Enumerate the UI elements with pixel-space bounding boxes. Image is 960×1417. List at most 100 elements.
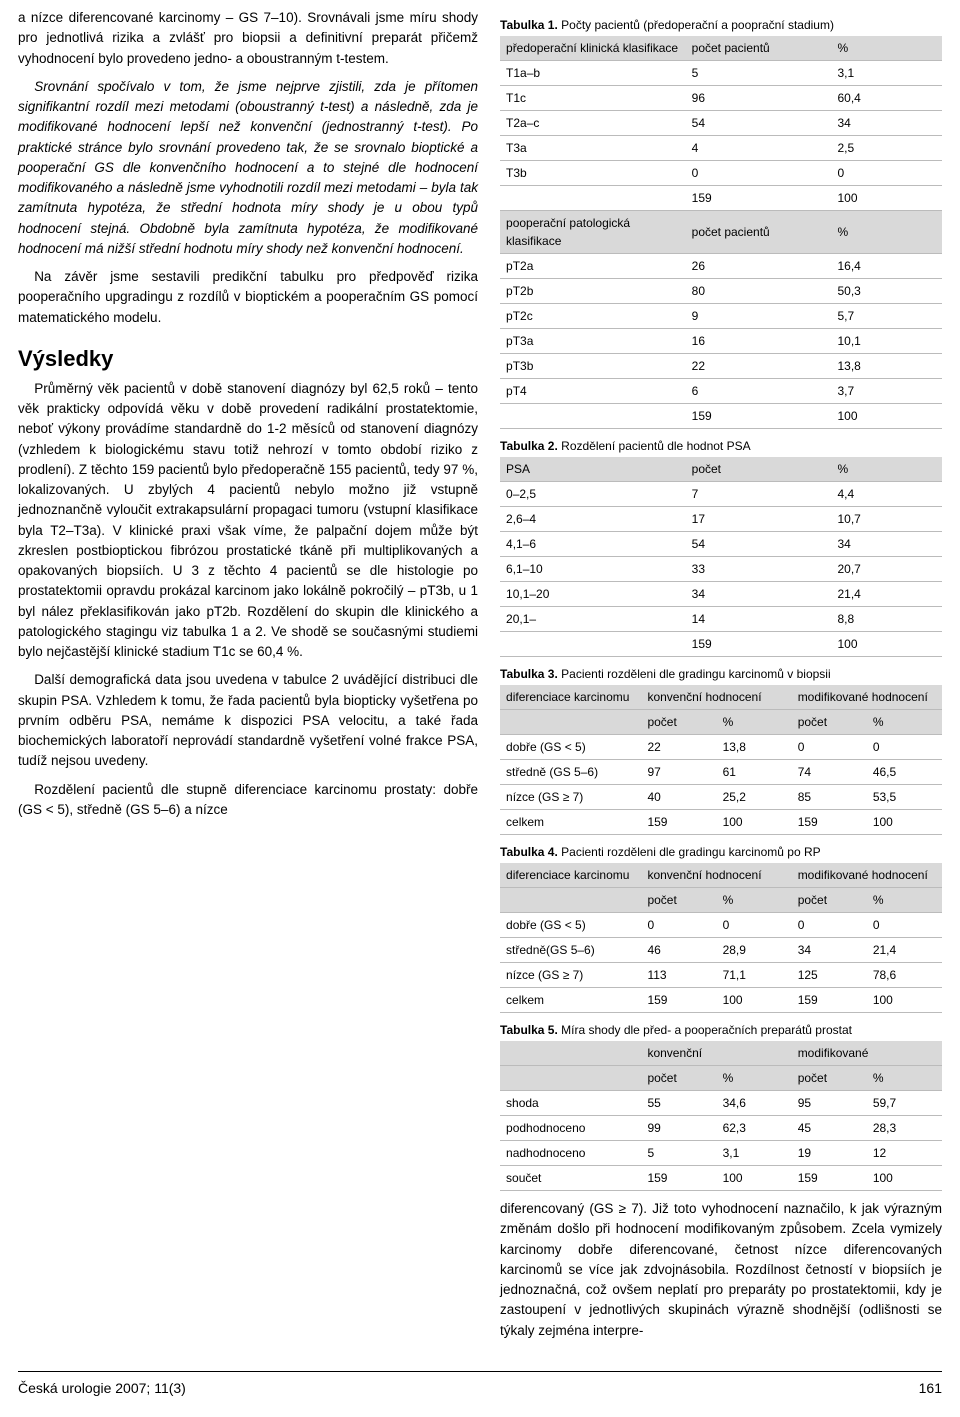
cell: 2,5: [831, 136, 942, 161]
cell: 45: [792, 1116, 867, 1141]
table4: diferenciace karcinomu konvenční hodnoce…: [500, 863, 942, 1013]
cell: 100: [717, 988, 792, 1013]
table4-caption-num: Tabulka 4.: [500, 845, 558, 859]
cell: 100: [831, 632, 942, 657]
cell: 159: [792, 988, 867, 1013]
cell: 10,1: [831, 329, 942, 354]
cell: 99: [641, 1116, 716, 1141]
cell: počet: [792, 710, 867, 735]
t1-h2a: pooperační patologická klasifikace: [500, 211, 686, 254]
table-row: T3a42,5: [500, 136, 942, 161]
cell: 0: [717, 913, 792, 938]
cell: 3,7: [831, 379, 942, 404]
table-row: počet % počet %: [500, 1066, 942, 1091]
cell: 159: [641, 988, 716, 1013]
cell: 0: [792, 735, 867, 760]
cell: 54: [686, 532, 832, 557]
cell: 4: [686, 136, 832, 161]
cell: 40: [641, 785, 716, 810]
table1-caption: Tabulka 1. Počty pacientů (předoperační …: [500, 16, 942, 34]
cell: 95: [792, 1091, 867, 1116]
cell: 100: [717, 810, 792, 835]
table-row: 2,6–41710,7: [500, 507, 942, 532]
cell: 50,3: [831, 279, 942, 304]
cell: 34,6: [717, 1091, 792, 1116]
t1-h2b: počet pacientů: [686, 211, 832, 254]
cell: dobře (GS < 5): [500, 913, 641, 938]
cell: 13,8: [831, 354, 942, 379]
cell: 96: [686, 86, 832, 111]
table-row: nízce (GS ≥ 7)4025,28553,5: [500, 785, 942, 810]
table-row: 10,1–203421,4: [500, 582, 942, 607]
table3: diferenciace karcinomu konvenční hodnoce…: [500, 685, 942, 835]
table-row: dobře (GS < 5)2213,800: [500, 735, 942, 760]
table5-caption-num: Tabulka 5.: [500, 1023, 558, 1037]
cell: 10,7: [831, 507, 942, 532]
cell: počet: [641, 1066, 716, 1091]
para-4: Průměrný věk pacientů v době stanovení d…: [18, 379, 478, 663]
cell: 159: [641, 1166, 716, 1191]
t1-h2c: %: [831, 211, 942, 254]
cell: 46: [641, 938, 716, 963]
table-row: počet % počet %: [500, 710, 942, 735]
cell: 12: [867, 1141, 942, 1166]
cell: 4,1–6: [500, 532, 686, 557]
table1-caption-num: Tabulka 1.: [500, 18, 558, 32]
cell: 8,8: [831, 607, 942, 632]
cell: 33: [686, 557, 832, 582]
table-row: pT2a2616,4: [500, 254, 942, 279]
para-5: Další demografická data jsou uvedena v t…: [18, 670, 478, 771]
cell: 85: [792, 785, 867, 810]
table-row: diferenciace karcinomu konvenční hodnoce…: [500, 863, 942, 888]
cell: 28,9: [717, 938, 792, 963]
table1-caption-text: Počty pacientů (předoperační a pooprační…: [558, 18, 834, 32]
cell: 4,4: [831, 482, 942, 507]
para-3: Na závěr jsme sestavili predikční tabulk…: [18, 267, 478, 328]
cell: 21,4: [831, 582, 942, 607]
cell: 80: [686, 279, 832, 304]
after-tables-text: diferencovaný (GS ≥ 7). Již toto vyhodno…: [500, 1199, 942, 1341]
cell: podhodnoceno: [500, 1116, 641, 1141]
cell: T3a: [500, 136, 686, 161]
table3-caption-text: Pacienti rozděleni dle gradingu karcinom…: [558, 667, 831, 681]
cell: 10,1–20: [500, 582, 686, 607]
table-row: pT3a1610,1: [500, 329, 942, 354]
table-row: počet % počet %: [500, 888, 942, 913]
left-column: a nízce diferencované karcinomy – GS 7–1…: [18, 8, 478, 1349]
table-row: T2a–c5434: [500, 111, 942, 136]
table-row: diferenciace karcinomu konvenční hodnoce…: [500, 685, 942, 710]
table-row: celkem159100159100: [500, 988, 942, 1013]
table-row: 20,1–148,8: [500, 607, 942, 632]
table-row: 159100: [500, 632, 942, 657]
table-row: dobře (GS < 5)0000: [500, 913, 942, 938]
table2: PSA počet % 0–2,574,4 2,6–41710,7 4,1–65…: [500, 457, 942, 657]
footer-journal: Česká urologie 2007; 11(3): [18, 1378, 186, 1399]
cell: 22: [686, 354, 832, 379]
cell: 159: [792, 1166, 867, 1191]
cell: 113: [641, 963, 716, 988]
cell: celkem: [500, 988, 641, 1013]
table5: konvenční modifikované počet % počet % s…: [500, 1041, 942, 1191]
cell: pT3a: [500, 329, 686, 354]
table-row: pT463,7: [500, 379, 942, 404]
cell: 13,8: [717, 735, 792, 760]
cell: 3,1: [717, 1141, 792, 1166]
t1-h1b: počet pacientů: [686, 36, 832, 61]
table1: předoperační klinická klasifikace počet …: [500, 36, 942, 429]
cell: %: [717, 888, 792, 913]
cell: modifikované hodnocení: [792, 863, 942, 888]
cell: T3b: [500, 161, 686, 186]
cell: konvenční hodnocení: [641, 863, 791, 888]
cell: 7: [686, 482, 832, 507]
cell: 159: [686, 404, 832, 429]
table5-caption: Tabulka 5. Míra shody dle před- a pooper…: [500, 1021, 942, 1039]
table-row: součet159100159100: [500, 1166, 942, 1191]
cell: pT3b: [500, 354, 686, 379]
cell: 53,5: [867, 785, 942, 810]
table-row: 159100: [500, 404, 942, 429]
table-row: 6,1–103320,7: [500, 557, 942, 582]
cell: 62,3: [717, 1116, 792, 1141]
cell: T1a–b: [500, 61, 686, 86]
cell: 5: [641, 1141, 716, 1166]
cell: %: [717, 710, 792, 735]
